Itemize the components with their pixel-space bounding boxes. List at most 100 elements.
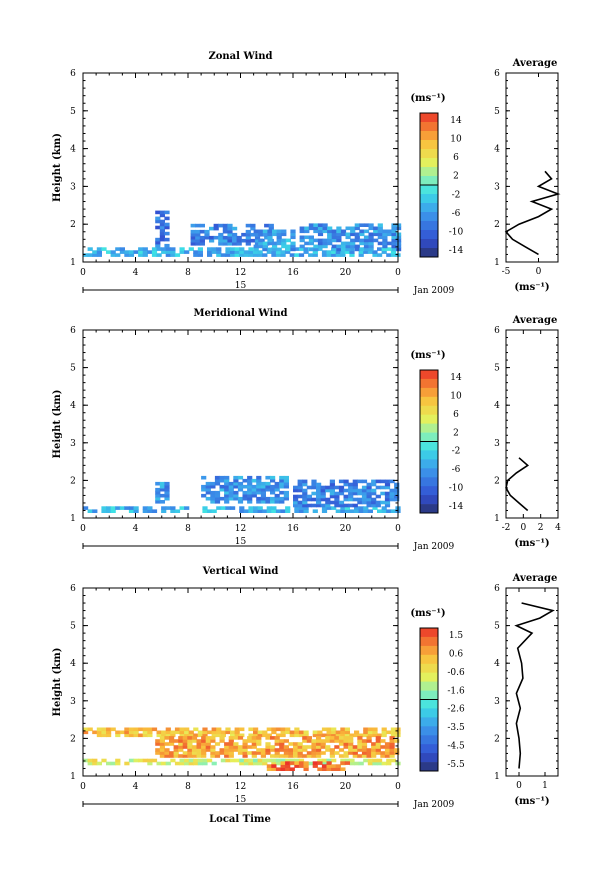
heatmap-cell: [96, 247, 102, 251]
heatmap-cell: [294, 764, 300, 768]
heatmap-cell: [196, 739, 202, 743]
heatmap-cell: [159, 748, 165, 752]
heatmap-cell: [317, 223, 324, 227]
heatmap-cell: [326, 758, 332, 763]
heatmap-cell: [297, 503, 303, 508]
heatmap-cell: [280, 767, 286, 771]
x-tick-label: 0: [395, 524, 401, 534]
heatmap-cell: [191, 745, 198, 749]
heatmap-cell: [373, 232, 379, 237]
heatmap-cell: [354, 730, 360, 735]
heatmap-cell: [290, 241, 296, 246]
heatmap-cell: [285, 247, 291, 252]
heatmap-cell: [245, 242, 251, 246]
heatmap-cell: [179, 247, 185, 251]
heatmap-cell: [312, 253, 318, 257]
heatmap-cell: [357, 497, 363, 502]
heatmap-cell: [242, 742, 248, 746]
heatmap-cell: [316, 745, 322, 749]
heatmap-cell: [377, 733, 383, 738]
heatmap-cell: [142, 506, 148, 510]
heatmap-cell: [316, 485, 322, 490]
heatmap-cell: [363, 235, 370, 240]
colorbar-tick-label: -2: [452, 447, 461, 457]
heatmap-cell: [228, 745, 234, 749]
heatmap-cell: [381, 727, 387, 732]
heatmap-cell: [306, 751, 312, 755]
heatmap-cell: [234, 758, 240, 763]
heatmap-cell: [279, 475, 285, 480]
heatmap-cell: [331, 764, 337, 768]
y-tick-label: 4: [70, 401, 76, 411]
heatmap-cell: [241, 238, 247, 243]
heatmap-cell: [155, 739, 161, 743]
heatmap-cell: [372, 758, 378, 763]
colorbar-tick-label: 6: [453, 153, 459, 163]
average-x-tick-label: 0: [516, 781, 522, 791]
colorbar-swatch: [420, 504, 438, 514]
heatmap-cell: [380, 479, 386, 484]
heatmap-cell: [250, 223, 256, 228]
heatmap-cell: [354, 244, 360, 249]
heatmap-cell: [327, 226, 333, 231]
colorbar-swatch: [420, 221, 438, 231]
colorbar-swatch: [420, 753, 438, 763]
heatmap-cell: [349, 758, 355, 763]
x-tick-label: 20: [340, 782, 352, 792]
heatmap-cell: [377, 253, 383, 257]
heatmap-cell: [329, 488, 335, 493]
heatmap-cell: [368, 235, 374, 240]
heatmap-cell: [298, 509, 305, 513]
heatmap-cell: [384, 494, 391, 499]
heatmap-cell: [164, 496, 170, 501]
heatmap-cell: [311, 739, 317, 743]
heatmap-cell: [375, 745, 381, 749]
heatmap-cell: [242, 745, 248, 749]
heatmap-cell: [327, 235, 333, 240]
heatmap-cell: [236, 242, 242, 246]
heatmap-cell: [396, 223, 402, 227]
heatmap-cell: [214, 742, 221, 746]
heatmap-cell: [233, 478, 239, 483]
colorbar-swatch: [420, 239, 438, 249]
average-y-tick-label: 5: [494, 107, 500, 117]
heatmap-cell: [164, 210, 170, 215]
heatmap-cell: [210, 490, 216, 495]
heatmap-cell: [294, 733, 300, 738]
heatmap-cell: [161, 506, 167, 510]
x-tick-label: 0: [80, 782, 86, 792]
heatmap-cell: [308, 253, 314, 257]
heatmap-cell: [361, 497, 368, 502]
heatmap-cell: [298, 506, 305, 510]
colorbar-tick-label: -5.5: [447, 760, 465, 770]
heatmap-cell: [320, 497, 326, 502]
heatmap-cell: [294, 758, 300, 763]
heatmap-cell: [340, 730, 346, 735]
heatmap-cell: [274, 487, 280, 492]
heatmap-cell: [368, 244, 374, 249]
heatmap-cell: [316, 488, 322, 493]
heatmap-cell: [191, 748, 198, 752]
heatmap-cell: [331, 229, 337, 234]
heatmap-cell: [350, 238, 356, 243]
heatmap-cell: [283, 739, 289, 743]
heatmap-cell: [381, 733, 387, 738]
heatmap-cell: [367, 733, 373, 738]
heatmap-cell: [350, 232, 356, 237]
heatmap-cell: [329, 754, 335, 758]
heatmap-cell: [161, 509, 167, 513]
heatmap-cell: [234, 727, 240, 732]
heatmap-cell: [389, 742, 395, 746]
heatmap-cell: [210, 500, 216, 504]
colorbar-tick-label: 6: [453, 410, 459, 420]
heatmap-cell: [343, 742, 349, 746]
heatmap-cell: [320, 742, 326, 746]
colorbar-tick-label: 0.6: [449, 649, 464, 659]
y-tick-label: 1: [70, 514, 76, 524]
heatmap-cell: [230, 250, 236, 254]
average-frame: [505, 587, 559, 777]
heatmap-cell: [248, 733, 254, 738]
heatmap-cell: [285, 238, 291, 243]
heatmap-cell: [239, 250, 245, 254]
heatmap-cell: [267, 241, 273, 246]
